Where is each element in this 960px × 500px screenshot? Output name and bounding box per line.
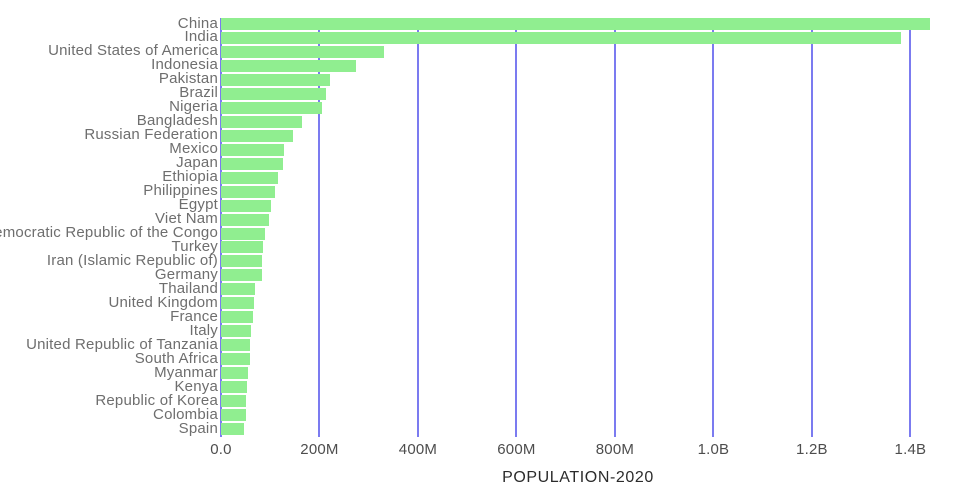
bar (221, 199, 272, 212)
gridline-200M (318, 18, 321, 437)
bar (221, 297, 255, 310)
x-tick-label: 1.0B (697, 441, 730, 458)
category-label: Democratic Republic of the Congo (0, 224, 218, 241)
category-label: United States of America (48, 42, 218, 60)
x-tick-label: 600M (497, 441, 536, 458)
category-label: France (170, 307, 218, 325)
category-label: Myanmar (154, 363, 218, 381)
gridline-400M (416, 18, 419, 437)
bar (221, 381, 248, 394)
bar (221, 227, 266, 240)
bar (221, 353, 251, 366)
category-label: South Africa (134, 349, 218, 367)
category-label: Egypt (178, 196, 218, 214)
bar (221, 255, 263, 268)
bar (221, 269, 263, 282)
bar (221, 129, 293, 142)
bar (221, 395, 247, 408)
bar (221, 367, 248, 380)
category-label: China (177, 14, 218, 32)
bar (221, 241, 263, 254)
category-label: Pakistan (158, 70, 218, 88)
bar (221, 18, 930, 30)
bar (221, 409, 247, 422)
gridline-1.2B (810, 18, 813, 437)
bar (221, 45, 384, 58)
bar (221, 339, 251, 352)
x-tick-label: 1.2B (796, 441, 828, 458)
gridline-800M (613, 18, 616, 437)
category-label: India (184, 28, 218, 46)
category-label: Bangladesh (136, 112, 218, 130)
category-label: Mexico (169, 140, 218, 158)
category-label: Indonesia (151, 56, 218, 74)
bar (221, 115, 303, 128)
bar (221, 185, 275, 198)
chart-title: POPULATION-2020 (502, 469, 654, 486)
x-tick-label: 800M (595, 441, 635, 458)
bar (221, 73, 330, 86)
category-label: Spain (178, 419, 218, 437)
bar (221, 325, 251, 338)
category-label: Russian Federation (84, 126, 218, 144)
bar (221, 143, 285, 156)
bar (221, 101, 323, 114)
bar (221, 423, 245, 436)
category-label: Ethiopia (162, 168, 218, 186)
category-label: Turkey (171, 237, 218, 255)
category-label: Germany (154, 265, 218, 283)
category-label: Kenya (174, 377, 218, 395)
gridline-1.0B (712, 18, 715, 437)
bar (221, 283, 256, 296)
bar (221, 157, 284, 170)
bar (221, 87, 326, 100)
category-label: Colombia (153, 405, 218, 423)
gridline-1.4B (909, 18, 912, 437)
x-tick-label: 0.0 (210, 441, 232, 458)
category-label: Nigeria (169, 98, 218, 116)
category-label: Italy (189, 321, 218, 339)
gridline-600M (515, 18, 518, 437)
bar (221, 311, 254, 324)
category-label: Philippines (143, 182, 218, 200)
category-label: Iran (Islamic Republic of) (46, 251, 218, 269)
bar (221, 31, 901, 44)
plot-area (220, 18, 935, 437)
x-tick-label: 200M (300, 441, 339, 458)
bar (221, 213, 269, 226)
category-label: Republic of Korea (95, 391, 218, 409)
bar (221, 59, 356, 72)
category-label: Viet Nam (154, 210, 218, 228)
category-label: United Kingdom (108, 293, 218, 311)
category-label: Thailand (158, 279, 218, 297)
x-tick-label: 1.4B (894, 441, 927, 458)
x-tick-label: 400M (398, 441, 438, 458)
category-label: United Republic of Tanzania (26, 335, 218, 353)
bar (221, 171, 278, 184)
category-label: Brazil (179, 84, 218, 102)
category-label: Japan (176, 154, 218, 172)
